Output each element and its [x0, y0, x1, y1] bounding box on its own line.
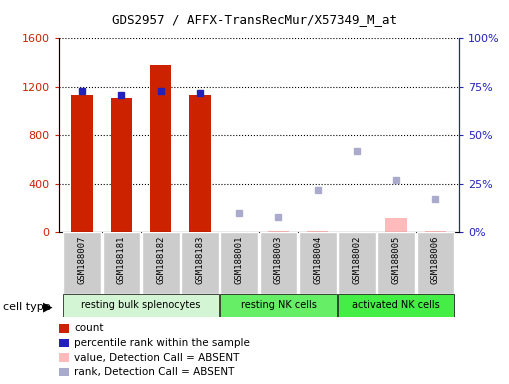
Bar [220, 232, 258, 294]
Bar [63, 232, 101, 294]
Text: activated NK cells: activated NK cells [352, 300, 439, 310]
Text: ▶: ▶ [43, 301, 52, 314]
Text: GSM188006: GSM188006 [430, 235, 439, 284]
Bar [71, 95, 93, 232]
Text: count: count [74, 323, 103, 333]
Bar [110, 98, 132, 232]
Text: GSM188183: GSM188183 [195, 235, 204, 284]
Bar [189, 95, 210, 232]
Text: GSM188003: GSM188003 [273, 235, 282, 284]
Bar [385, 218, 406, 232]
Bar [220, 294, 336, 317]
Bar [102, 232, 140, 294]
Bar [150, 65, 171, 232]
Bar [142, 232, 179, 294]
Text: GSM188005: GSM188005 [391, 235, 400, 284]
Text: resting bulk splenocytes: resting bulk splenocytes [81, 300, 201, 310]
Text: GSM188182: GSM188182 [156, 235, 165, 284]
Text: GSM188001: GSM188001 [234, 235, 243, 284]
Bar [298, 232, 336, 294]
Text: GSM188002: GSM188002 [352, 235, 361, 284]
Bar [181, 232, 218, 294]
Text: GSM188004: GSM188004 [313, 235, 322, 284]
Text: value, Detection Call = ABSENT: value, Detection Call = ABSENT [74, 353, 239, 362]
Bar [424, 231, 445, 232]
Bar [377, 232, 414, 294]
Text: GDS2957 / AFFX-TransRecMur/X57349_M_at: GDS2957 / AFFX-TransRecMur/X57349_M_at [112, 13, 397, 26]
Text: GSM188007: GSM188007 [77, 235, 87, 284]
Text: resting NK cells: resting NK cells [240, 300, 316, 310]
Text: percentile rank within the sample: percentile rank within the sample [74, 338, 249, 348]
Text: rank, Detection Call = ABSENT: rank, Detection Call = ABSENT [74, 367, 234, 377]
Bar [259, 232, 297, 294]
Text: GSM188181: GSM188181 [117, 235, 126, 284]
Bar [267, 231, 289, 232]
Bar [337, 294, 454, 317]
Bar [337, 232, 375, 294]
Bar [63, 294, 218, 317]
Text: cell type: cell type [3, 302, 50, 312]
Bar [416, 232, 454, 294]
Bar [306, 231, 328, 232]
